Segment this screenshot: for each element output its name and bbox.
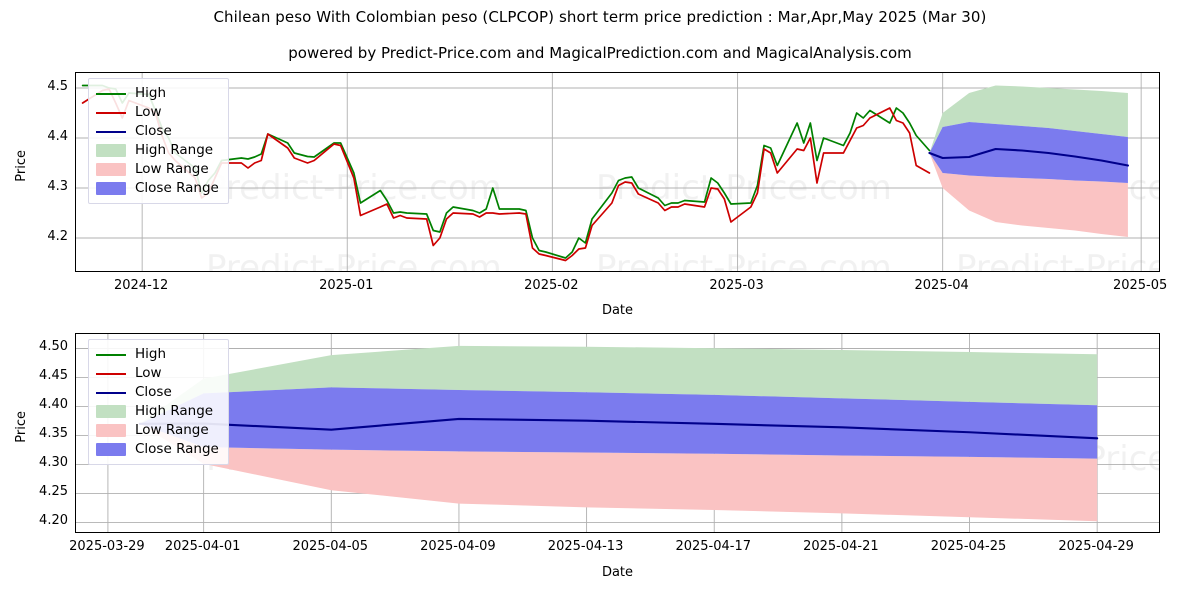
legend-swatch-low-range-icon bbox=[96, 163, 126, 176]
top-chart-plot-area[interactable]: Predict-Price.com Predict-Price.com Predic… bbox=[75, 72, 1160, 272]
legend-item-high[interactable]: High bbox=[96, 345, 219, 364]
y-tick-label: 4.45 bbox=[39, 368, 68, 384]
y-tick-label: 4.50 bbox=[39, 339, 68, 355]
bottom-chart-plot-area[interactable]: Predict-Price.comPredict-Price.comPredic… bbox=[75, 333, 1160, 533]
legend-item-close[interactable]: Close bbox=[96, 383, 219, 402]
legend-item-label: Low Range bbox=[135, 421, 209, 438]
legend-swatch-close-range-icon bbox=[96, 443, 126, 456]
page-title: Chilean peso With Colombian peso (CLPCOP… bbox=[213, 8, 987, 26]
legend-item-low-range[interactable]: Low Range bbox=[96, 421, 219, 440]
y-tick-label: 4.20 bbox=[39, 513, 68, 529]
y-tick-label: 4.30 bbox=[39, 455, 68, 471]
y-tick-label: 4.4 bbox=[47, 129, 68, 144]
top-chart-x-axis-label: Date bbox=[601, 303, 634, 318]
legend-item-high[interactable]: High bbox=[96, 84, 219, 103]
y-tick-label: 4.40 bbox=[39, 397, 68, 413]
page-subtitle: powered by Predict-Price.com and Magical… bbox=[288, 44, 912, 62]
legend-item-label: High bbox=[135, 345, 167, 362]
bottom-chart-legend[interactable]: High Low Close High Range Low Range Close Ran… bbox=[88, 339, 229, 465]
x-tick-label: 2025-04-29 bbox=[1058, 539, 1134, 554]
legend-swatch-high-icon bbox=[96, 88, 126, 100]
bottom-chart-canvas bbox=[76, 334, 1159, 532]
legend-item-close[interactable]: Close bbox=[96, 122, 219, 141]
legend-swatch-high-range-icon bbox=[96, 144, 126, 157]
x-tick-label: 2025-04-05 bbox=[292, 539, 369, 554]
legend-swatch-high-icon bbox=[96, 349, 126, 361]
top-chart-y-axis-label: Price bbox=[14, 150, 29, 182]
legend-swatch-high-range-icon bbox=[96, 405, 126, 418]
legend-swatch-close-range-icon bbox=[96, 182, 126, 195]
legend-item-label: Low bbox=[135, 364, 162, 381]
y-tick-label: 4.35 bbox=[39, 426, 68, 442]
legend-swatch-close-icon bbox=[96, 126, 126, 138]
x-tick-label: 2025-04-09 bbox=[420, 539, 496, 554]
x-tick-label: 2025-04 bbox=[914, 278, 969, 293]
bottom-chart-x-axis-label: Date bbox=[601, 565, 634, 580]
legend-item-label: Close bbox=[135, 122, 172, 139]
legend-item-high-range[interactable]: High Range bbox=[96, 402, 219, 421]
legend-item-label: Low bbox=[135, 103, 162, 120]
legend-item-label: High bbox=[135, 84, 167, 101]
y-tick-label: 4.5 bbox=[47, 79, 68, 94]
top-chart-canvas bbox=[76, 73, 1159, 271]
legend-swatch-low-icon bbox=[96, 368, 126, 380]
top-chart-legend[interactable]: High Low Close High Range Low Range Close Ran… bbox=[88, 78, 229, 204]
legend-swatch-low-icon bbox=[96, 107, 126, 119]
legend-item-low-range[interactable]: Low Range bbox=[96, 160, 219, 179]
legend-item-label: High Range bbox=[135, 402, 214, 419]
y-tick-label: 4.3 bbox=[47, 179, 68, 194]
y-tick-label: 4.2 bbox=[47, 229, 68, 244]
legend-item-label: Close Range bbox=[135, 440, 219, 457]
legend-item-close-range[interactable]: Close Range bbox=[96, 440, 219, 459]
x-tick-label: 2025-04-25 bbox=[930, 539, 1007, 554]
x-tick-label: 2025-03 bbox=[709, 278, 764, 293]
x-tick-label: 2025-04-01 bbox=[164, 539, 241, 554]
x-tick-label: 2025-04-17 bbox=[675, 539, 752, 554]
legend-item-label: High Range bbox=[135, 141, 214, 158]
legend-item-low[interactable]: Low bbox=[96, 103, 219, 122]
x-tick-label: 2025-02 bbox=[524, 278, 579, 293]
legend-item-low[interactable]: Low bbox=[96, 364, 219, 383]
legend-item-label: Close Range bbox=[135, 179, 219, 196]
x-tick-label: 2025-01 bbox=[319, 278, 374, 293]
x-tick-label: 2025-04-13 bbox=[547, 539, 624, 554]
y-tick-label: 4.25 bbox=[39, 484, 68, 500]
legend-item-label: Low Range bbox=[135, 160, 209, 177]
x-tick-label: 2025-04-21 bbox=[803, 539, 879, 554]
legend-swatch-low-range-icon bbox=[96, 424, 126, 437]
x-tick-label: 2025-03-29 bbox=[69, 539, 145, 554]
legend-item-close-range[interactable]: Close Range bbox=[96, 179, 219, 198]
x-tick-label: 2025-05 bbox=[1112, 278, 1168, 293]
legend-swatch-close-icon bbox=[96, 387, 126, 399]
x-tick-label: 2024-12 bbox=[113, 278, 169, 293]
legend-item-high-range[interactable]: High Range bbox=[96, 141, 219, 160]
legend-item-label: Close bbox=[135, 383, 172, 400]
